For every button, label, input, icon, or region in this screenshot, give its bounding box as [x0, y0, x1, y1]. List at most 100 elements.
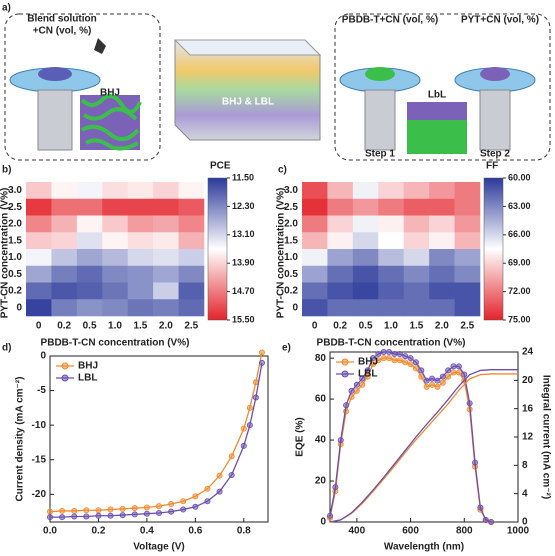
- y-tick-label: 1.0: [284, 252, 298, 263]
- heat-cell: [178, 182, 205, 200]
- heat-cell: [429, 265, 455, 283]
- data-point: [391, 351, 398, 358]
- colorbar-tick-label: 63.00: [508, 201, 531, 211]
- y2-tick-label: 4: [522, 488, 528, 499]
- colorbar-tick-label: 13.90: [232, 258, 255, 268]
- heat-cell: [327, 265, 354, 283]
- heat-cell: [102, 265, 129, 283]
- colorbar-tick-label: 66.00: [508, 229, 531, 239]
- colorbar-title: FF: [486, 161, 498, 172]
- heat-cell: [26, 299, 52, 317]
- heat-cell: [327, 299, 354, 317]
- spin-shaft: [37, 89, 73, 151]
- device-top: [173, 39, 322, 56]
- data-point: [407, 355, 414, 362]
- spin-shaft: [364, 89, 396, 151]
- y-tick-label: 0.2: [8, 286, 22, 297]
- heat-cell: [178, 249, 205, 267]
- x-tick-label: 0.5: [359, 321, 373, 332]
- heat-cell: [153, 215, 179, 233]
- label: Step 1: [365, 149, 395, 160]
- data-point: [143, 510, 150, 517]
- heat-cell: [51, 265, 78, 283]
- data-point: [353, 387, 360, 394]
- heat-cell: [403, 182, 430, 200]
- heat-cell: [26, 198, 52, 216]
- colorbar-tick-label: 14.70: [232, 286, 255, 296]
- heat-cell: [327, 282, 354, 300]
- data-point: [47, 514, 54, 521]
- heat-cell: [26, 182, 52, 200]
- y-tick-label: 2.0: [284, 219, 298, 230]
- y-tick-label: 2.0: [8, 219, 22, 230]
- heat-cell: [51, 299, 78, 317]
- data-point: [343, 402, 350, 409]
- data-point: [380, 348, 387, 355]
- heat-cell: [378, 182, 405, 200]
- heat-cell: [76, 299, 103, 317]
- dashed-box: [4, 13, 161, 161]
- data-point: [445, 373, 452, 380]
- data-point: [216, 488, 223, 495]
- colorbar-tick-label: 12.30: [232, 201, 255, 211]
- heat-cell: [403, 215, 430, 233]
- heat-cell: [302, 198, 328, 216]
- heat-cell: [178, 299, 205, 317]
- y-tick-label: 0: [292, 302, 298, 313]
- data-point: [107, 506, 114, 513]
- colorbar-tick-label: 75.00: [508, 314, 531, 324]
- heat-cell: [127, 282, 154, 300]
- data-point: [364, 367, 371, 374]
- data-point: [396, 357, 403, 364]
- y-axis-label: EQE (%): [295, 417, 306, 456]
- data-point: [450, 363, 457, 370]
- heat-cell: [127, 299, 154, 317]
- heat-cell: [352, 249, 379, 267]
- y2-tick-label: 16: [522, 403, 534, 414]
- y-tick-label: 0.2: [284, 286, 298, 297]
- data-point: [155, 503, 162, 510]
- data-point: [204, 485, 211, 492]
- heat-cell: [102, 299, 129, 317]
- heat-cell: [327, 249, 354, 267]
- x-tick-label: 2.5: [184, 321, 198, 332]
- x-tick-label: 0: [312, 321, 318, 332]
- heat-cell: [178, 198, 205, 216]
- heat-cell: [378, 249, 405, 267]
- y2-tick-label: 0: [522, 517, 528, 528]
- data-point: [168, 501, 175, 508]
- heat-cell: [378, 215, 405, 233]
- heat-cell: [127, 215, 154, 233]
- heat-cell: [153, 249, 179, 267]
- legend-label: BHJ: [358, 357, 378, 368]
- label: BHJ: [100, 88, 120, 99]
- data-point: [95, 507, 102, 514]
- y-tick-label: 1.0: [8, 252, 22, 263]
- heat-cell: [378, 282, 405, 300]
- heat-cell: [178, 265, 205, 283]
- heat-cell: [26, 282, 52, 300]
- label: Step 2: [480, 149, 510, 160]
- legend-marker: [341, 370, 349, 378]
- y-tick-label: 3.0: [8, 185, 22, 196]
- data-point: [246, 404, 253, 411]
- data-point: [488, 519, 495, 526]
- heat-cell: [153, 282, 179, 300]
- data-point: [386, 355, 393, 362]
- y-tick-label: -5: [37, 385, 46, 396]
- heat-cell: [51, 232, 78, 250]
- y2-tick-label: 24: [522, 347, 534, 358]
- heat-cell: [302, 265, 328, 283]
- y-tick-label: 0: [40, 351, 46, 362]
- heat-cell: [26, 265, 52, 283]
- data-point: [47, 508, 54, 515]
- heat-cell: [429, 299, 455, 317]
- x-tick-label: 600: [402, 526, 419, 537]
- colorbar-tick-label: 60.00: [508, 172, 531, 182]
- y2-tick-label: 8: [522, 460, 528, 471]
- heat-cell: [76, 249, 103, 267]
- pipette: [94, 38, 106, 54]
- data-point: [439, 373, 446, 380]
- heat-cell: [127, 198, 154, 216]
